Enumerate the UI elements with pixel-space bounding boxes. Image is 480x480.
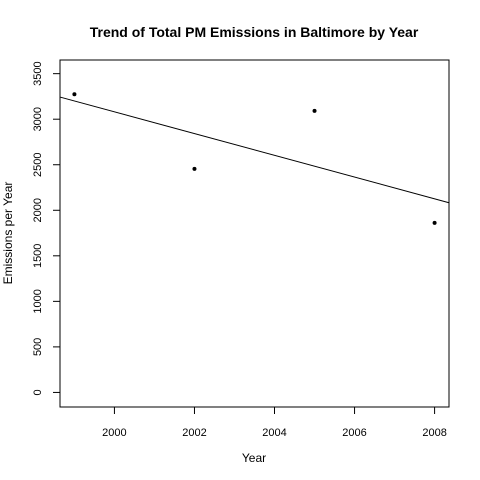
y-tick-label: 500 <box>32 338 44 356</box>
y-tick-label: 1500 <box>32 244 44 268</box>
x-tick-label: 2006 <box>342 427 366 439</box>
x-tick-label: 2000 <box>102 427 126 439</box>
data-point <box>312 108 317 113</box>
y-axis: 0 500 1000 1500 2000 2500 3000 3500 <box>32 61 60 395</box>
y-tick-label: 0 <box>32 389 44 395</box>
trend-line <box>59 96 450 204</box>
x-axis: 2000 2002 2004 2006 2008 <box>102 407 447 439</box>
x-tick-label: 2002 <box>182 427 206 439</box>
data-point <box>192 166 197 171</box>
chart-title: Trend of Total PM Emissions in Baltimore… <box>90 24 419 40</box>
y-axis-label: Emissions per Year <box>1 182 15 285</box>
plot-frame <box>59 59 450 408</box>
x-axis-label: Year <box>242 451 266 465</box>
x-tick-label: 2004 <box>262 427 286 439</box>
plot-area <box>59 92 450 225</box>
data-point <box>432 220 437 225</box>
y-tick-label: 2000 <box>32 198 44 222</box>
y-tick-label: 2500 <box>32 152 44 176</box>
x-tick-label: 2008 <box>422 427 446 439</box>
data-point <box>72 92 77 97</box>
y-tick-label: 3000 <box>32 107 44 131</box>
y-tick-label: 1000 <box>32 289 44 313</box>
y-tick-label: 3500 <box>32 61 44 85</box>
